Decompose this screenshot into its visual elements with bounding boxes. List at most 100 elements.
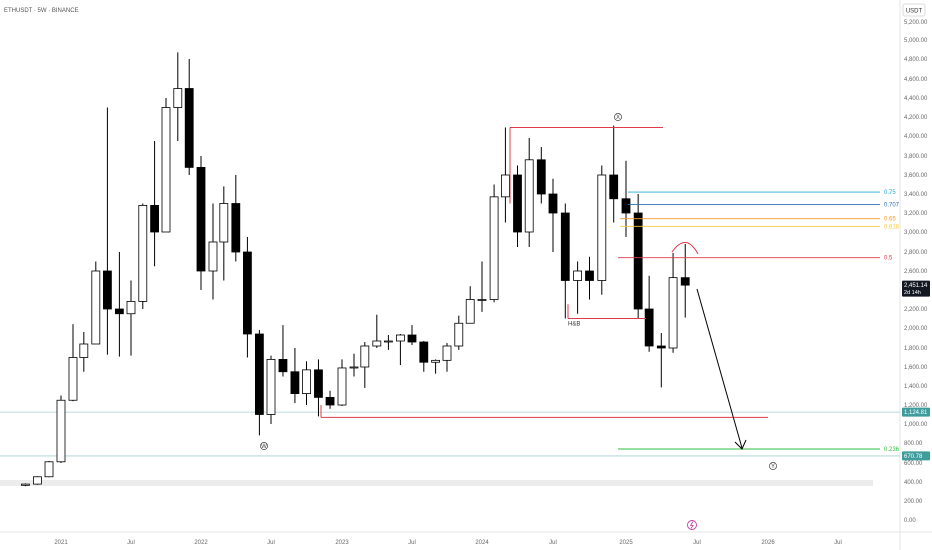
candle-body — [407, 334, 417, 343]
lightning-icon — [689, 521, 694, 529]
fib-label-0-236: 0.236 — [884, 447, 900, 453]
annotation-hb: H&B — [568, 322, 580, 328]
currency-label[interactable]: USDT — [906, 9, 923, 15]
price-badge-bg — [902, 280, 930, 297]
price-badge-countdown[interactable]: 2d 14h — [904, 290, 921, 296]
y-tick-label[interactable]: 3,600.00 — [904, 173, 928, 179]
candle-body — [231, 203, 241, 253]
candle-body — [79, 343, 89, 358]
candle-body — [173, 88, 183, 108]
candle-body — [21, 483, 30, 486]
rejection-arc — [671, 242, 699, 255]
y-tick-label[interactable]: 4,400.00 — [904, 96, 928, 102]
x-tick-label[interactable]: 2022 — [194, 540, 208, 546]
fib-label-0-65: 0.65 — [884, 217, 896, 223]
candle-body — [668, 277, 678, 349]
candle-body — [442, 345, 452, 361]
candle-body — [372, 340, 382, 347]
candle-body — [314, 369, 323, 398]
candle-body — [337, 367, 347, 406]
y-tick-label[interactable]: 1,200.00 — [904, 403, 928, 409]
y-tick-label[interactable]: 3,400.00 — [904, 192, 928, 198]
y-tick-label[interactable]: 3,800.00 — [904, 154, 928, 160]
price-badge-value[interactable]: 2,451.14 — [904, 283, 928, 289]
candle-body — [477, 299, 487, 301]
symbol-header[interactable]: ETHUSDT · 5W · BINANCE — [4, 8, 79, 14]
fib-label-0-75: 0.75 — [884, 190, 896, 196]
candle-body — [621, 198, 631, 214]
candle-body — [254, 333, 264, 415]
price-badge-value[interactable]: 1,124.81 — [904, 410, 928, 416]
candle-body — [501, 174, 510, 198]
price-badge-value[interactable]: 670.78 — [904, 454, 923, 460]
candle-body — [656, 345, 666, 349]
y-tick-label[interactable]: 1,800.00 — [904, 346, 928, 352]
candle-body — [454, 322, 464, 347]
replay-logo-icon — [687, 520, 697, 530]
candle-body — [126, 300, 136, 315]
y-tick-label[interactable]: 4,600.00 — [904, 77, 928, 83]
x-tick-label[interactable]: 2024 — [475, 540, 489, 546]
y-tick-label[interactable]: 2,800.00 — [904, 250, 928, 256]
time-axis[interactable]: 2021 Jul 2022 Jul 2023 Jul 2024 Jul 2025 Jul 2026 J… — [54, 540, 842, 546]
fib-label-0-618: 0.618 — [884, 224, 900, 230]
y-tick-label[interactable]: 4,000.00 — [904, 134, 928, 140]
y-tick-label[interactable]: 600.00 — [904, 461, 923, 467]
x-tick-label[interactable]: Jul — [127, 540, 135, 546]
candle-body — [489, 196, 499, 300]
y-tick-label[interactable]: 0.00 — [904, 518, 916, 524]
candle-body — [465, 299, 475, 324]
candle-body — [196, 166, 206, 272]
candle-body — [560, 212, 570, 281]
y-tick-label[interactable]: 4,200.00 — [904, 115, 928, 121]
annotation-wave-x: X — [616, 115, 620, 121]
y-tick-label[interactable]: 1,400.00 — [904, 384, 928, 390]
y-tick-label[interactable]: 2,600.00 — [904, 269, 928, 275]
candle-body — [266, 358, 276, 415]
candle-body — [219, 203, 229, 243]
candle-body — [138, 204, 148, 302]
candle-body — [573, 270, 582, 281]
projection-arrow-line — [696, 288, 743, 449]
candle-body — [56, 399, 66, 463]
candle-body — [208, 241, 218, 272]
x-tick-label[interactable]: Jul — [834, 540, 842, 546]
y-tick-label[interactable]: 2,200.00 — [904, 307, 928, 313]
price-axis[interactable]: 5,200.00 5,000.00 4,800.00 4,600.00 4,400.00… — [902, 20, 930, 524]
x-tick-label[interactable]: Jul — [267, 540, 275, 546]
y-tick-label[interactable]: 1,600.00 — [904, 365, 928, 371]
x-tick-label[interactable]: 2021 — [54, 540, 68, 546]
y-tick-label[interactable]: 200.00 — [904, 499, 923, 505]
y-tick-label[interactable]: 3,200.00 — [904, 211, 928, 217]
candle-body — [325, 396, 335, 406]
candles-layer — [21, 52, 690, 487]
candle-body — [290, 371, 300, 395]
candle-body — [431, 359, 440, 363]
x-tick-label[interactable]: 2025 — [619, 540, 633, 546]
y-tick-label[interactable]: 800.00 — [904, 441, 923, 447]
candle-body — [349, 366, 359, 369]
y-tick-label[interactable]: 5,200.00 — [904, 20, 928, 26]
y-tick-label[interactable]: 3,000.00 — [904, 230, 928, 236]
x-tick-label[interactable]: Jul — [408, 540, 416, 546]
candle-body — [91, 270, 101, 345]
demand-zone-band — [0, 480, 873, 486]
x-tick-label[interactable]: 2023 — [335, 540, 349, 546]
annotation-circle — [769, 462, 777, 470]
candle-body — [68, 357, 78, 401]
fib-label-0-5: 0.5 — [884, 256, 893, 262]
x-tick-label[interactable]: Jul — [549, 540, 557, 546]
candle-body — [536, 159, 546, 195]
x-tick-label[interactable]: 2026 — [761, 540, 775, 546]
y-tick-label[interactable]: 1,000.00 — [904, 422, 928, 428]
y-tick-label[interactable]: 4,800.00 — [904, 57, 928, 63]
candle-body — [44, 461, 54, 478]
price-badge-bg — [902, 407, 930, 417]
y-tick-label[interactable]: 2,000.00 — [904, 326, 928, 332]
candle-body — [33, 476, 42, 485]
x-tick-label[interactable]: Jul — [693, 540, 701, 546]
y-tick-label[interactable]: 5,000.00 — [904, 38, 928, 44]
y-tick-label[interactable]: 400.00 — [904, 480, 923, 486]
candle-body — [384, 340, 393, 343]
